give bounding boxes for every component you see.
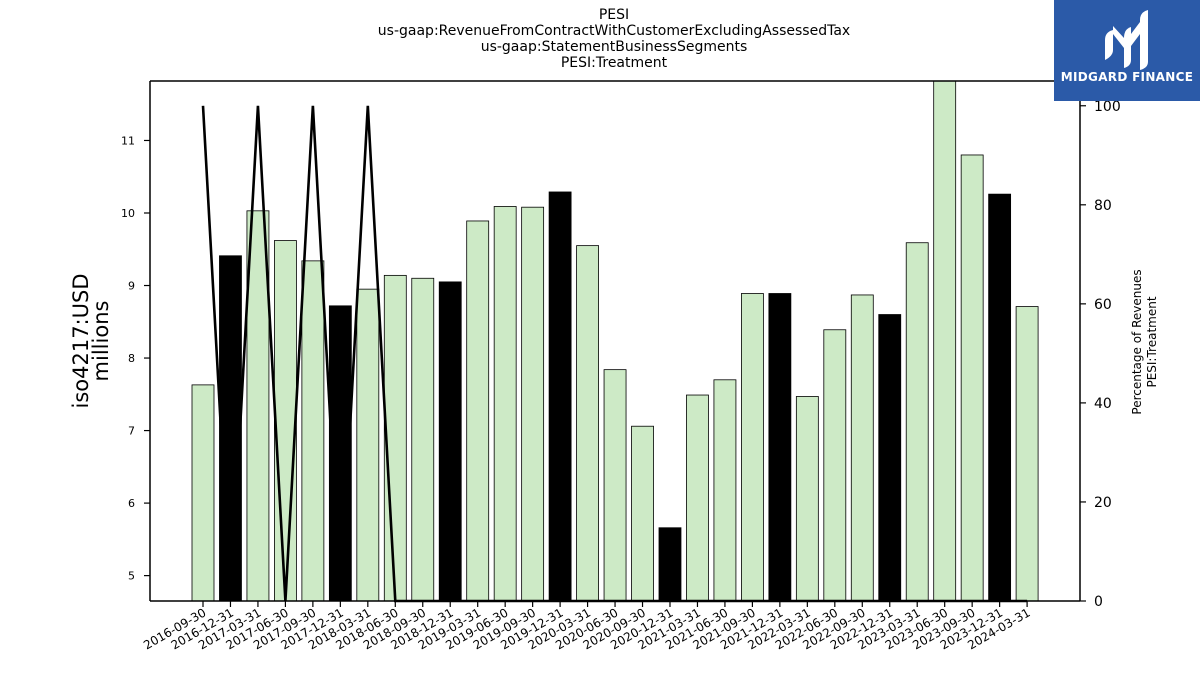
midgard-logo-icon <box>1105 10 1148 70</box>
bar-2016-09-30 <box>191 384 215 602</box>
bar-2018-03-31 <box>356 288 380 602</box>
y-tick-label-9: 9 <box>128 280 135 293</box>
y2-axis-label-line-1: Percentage of Revenues <box>1130 269 1144 414</box>
bar-2023-03-31 <box>905 242 929 602</box>
bar-2024-03-31 <box>1015 306 1039 602</box>
bar-2022-03-31 <box>795 396 819 602</box>
bar-2022-09-30 <box>850 294 874 602</box>
y2-tick-label-40: 40 <box>1094 396 1112 412</box>
y2-tick-label-100: 100 <box>1094 99 1121 115</box>
y2-axis-label-line-2: PESI:Treatment <box>1145 296 1159 387</box>
bar-2023-12-31 <box>988 193 1012 602</box>
y-tick-label-10: 10 <box>121 207 135 220</box>
bar-2018-12-31 <box>438 281 462 602</box>
bar-2022-12-31 <box>878 314 902 602</box>
y2-tick-label-60: 60 <box>1094 297 1112 313</box>
bar-2019-06-30 <box>493 206 517 602</box>
chart-title-line-4: PESI:Treatment <box>560 55 668 71</box>
bar-2019-09-30 <box>521 206 545 602</box>
y2-tick-label-0: 0 <box>1094 594 1103 610</box>
bar-2022-06-30 <box>823 329 847 602</box>
bar-2020-12-31 <box>658 527 682 602</box>
y-tick-label-8: 8 <box>128 352 135 365</box>
chart-title-line-1: PESI <box>598 7 630 23</box>
bar-2016-12-31 <box>219 255 242 602</box>
bar-2019-12-31 <box>548 191 572 602</box>
chart-title-line-3: us-gaap:StatementBusinessSegments <box>480 39 748 55</box>
bar-2020-09-30 <box>631 425 654 602</box>
logo-text: MIDGARD FINANCE <box>1060 70 1194 84</box>
bar-2023-06-30 <box>933 80 957 602</box>
y2-tick-label-80: 80 <box>1094 198 1112 214</box>
bar-2023-09-30 <box>960 154 984 602</box>
bar-2021-03-31 <box>686 394 709 602</box>
y-tick-label-7: 7 <box>128 425 135 438</box>
bar-2017-06-30 <box>274 240 297 602</box>
bar-2020-03-31 <box>576 245 599 602</box>
chart-title-line-2: us-gaap:RevenueFromContractWithCustomerE… <box>377 23 851 39</box>
bar-2021-09-30 <box>741 293 764 602</box>
bar-2018-06-30 <box>383 274 407 602</box>
bar-2021-12-31 <box>768 293 792 602</box>
y-tick-label-6: 6 <box>128 497 135 510</box>
y-axis-label-line-2: millions <box>89 301 113 382</box>
bar-2020-06-30 <box>603 369 627 602</box>
y2-tick-label-20: 20 <box>1094 495 1112 511</box>
midgard-finance-logo: MIDGARD FINANCE <box>1054 0 1200 101</box>
bar-2017-03-31 <box>246 210 270 602</box>
bar-2017-09-30 <box>301 260 325 602</box>
bar-2021-06-30 <box>713 379 737 602</box>
bar-2018-09-30 <box>411 277 435 602</box>
bar-2019-03-31 <box>466 220 490 602</box>
y-tick-label-5: 5 <box>128 570 135 583</box>
y-tick-label-11: 11 <box>121 134 135 147</box>
y-axis-label-line-1: iso4217:USD <box>69 273 93 408</box>
